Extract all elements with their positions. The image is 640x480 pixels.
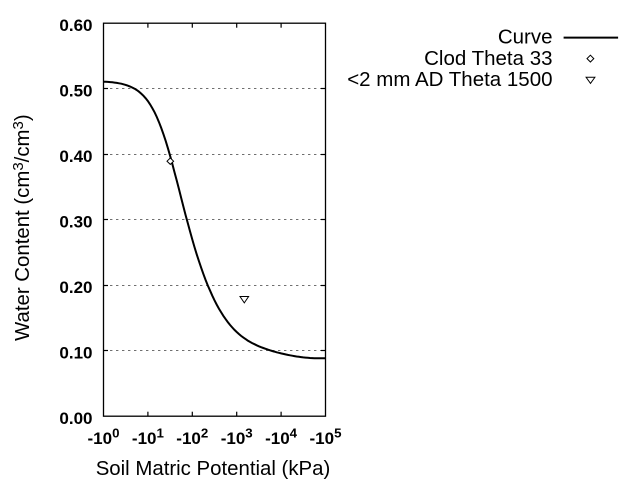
svg-text:0.30: 0.30 [59, 213, 92, 232]
svg-text:Clod Theta 33: Clod Theta 33 [424, 47, 552, 70]
svg-text:<2 mm AD Theta 1500: <2 mm AD Theta 1500 [347, 68, 552, 91]
svg-text:Soil Matric Potential (kPa): Soil Matric Potential (kPa) [96, 458, 331, 480]
svg-text:-102: -102 [176, 425, 208, 448]
svg-text:0.10: 0.10 [59, 344, 92, 363]
svg-text:-104: -104 [265, 425, 298, 448]
svg-text:0.50: 0.50 [59, 82, 92, 101]
svg-text:0.40: 0.40 [59, 147, 92, 166]
svg-text:0.20: 0.20 [59, 278, 92, 297]
svg-text:-103: -103 [221, 425, 253, 448]
svg-text:0.00: 0.00 [59, 409, 92, 428]
svg-text:-105: -105 [310, 425, 343, 448]
svg-text:0.60: 0.60 [59, 16, 92, 35]
svg-text:-100: -100 [88, 425, 120, 448]
svg-text:Water Content (cm3/cm3): Water Content (cm3/cm3) [10, 114, 34, 341]
svg-text:-101: -101 [132, 425, 165, 448]
svg-text:Curve: Curve [498, 26, 553, 49]
